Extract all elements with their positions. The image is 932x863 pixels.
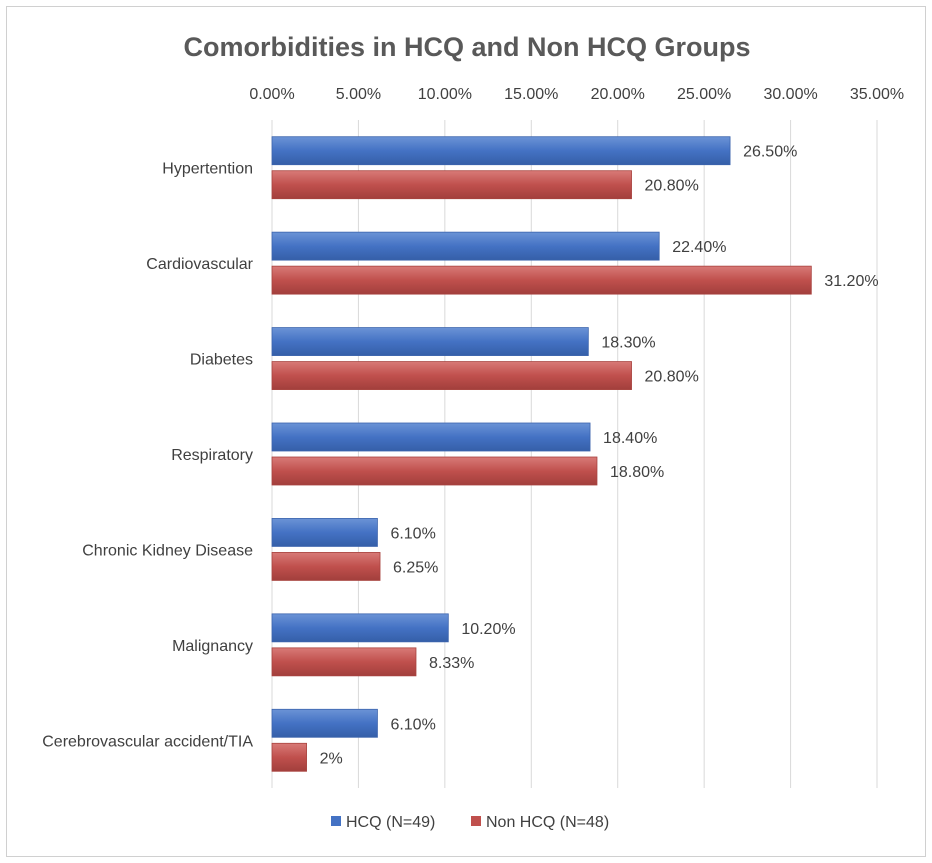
bar-hcq <box>271 613 449 643</box>
bar-hcq <box>271 136 731 166</box>
category-label: Cardiovascular <box>146 256 253 273</box>
legend-label-non-hcq: Non HCQ (N=48) <box>486 814 609 831</box>
category-labels: Hypertention Cardiovascular Diabetes Respir… <box>42 161 253 751</box>
data-label: 10.20% <box>461 621 515 638</box>
bar-hcq <box>271 518 378 547</box>
bars <box>271 136 812 772</box>
data-label: 26.50% <box>743 144 797 161</box>
chart-title: Comorbidities in HCQ and Non HCQ Groups <box>184 32 751 62</box>
bar-non-hcq <box>271 742 307 772</box>
bar-non-hcq <box>271 265 812 295</box>
data-label: 18.40% <box>603 430 657 447</box>
bar-non-hcq <box>271 552 381 581</box>
x-tick-label: 20.00% <box>591 86 645 103</box>
data-label: 2% <box>320 750 343 767</box>
gridlines <box>271 120 878 788</box>
x-tick-label: 25.00% <box>677 86 731 103</box>
x-tick-label: 35.00% <box>850 86 904 103</box>
data-label: 31.20% <box>824 273 878 290</box>
bar-hcq <box>271 422 591 452</box>
data-labels: 26.50% 20.80% 22.40% 31.20% 18.30% 20.80% 18.4… <box>320 144 879 768</box>
category-label: Hypertention <box>162 161 253 178</box>
x-tick-label: 10.00% <box>418 86 472 103</box>
bar-non-hcq <box>271 361 632 390</box>
legend: HCQ (N=49) Non HCQ (N=48) <box>331 814 609 831</box>
data-label: 8.33% <box>429 655 474 672</box>
category-label: Chronic Kidney Disease <box>82 542 253 559</box>
data-label: 6.10% <box>390 716 435 733</box>
bar-hcq <box>271 231 660 261</box>
data-label: 6.10% <box>390 525 435 542</box>
data-label: 22.40% <box>672 239 726 256</box>
x-tick-label: 0.00% <box>249 86 294 103</box>
legend-swatch-hcq <box>331 816 341 826</box>
legend-label-hcq: HCQ (N=49) <box>346 814 435 831</box>
bar-non-hcq <box>271 456 598 486</box>
data-label: 20.80% <box>645 178 699 195</box>
data-label: 6.25% <box>393 559 438 576</box>
x-tick-label: 30.00% <box>763 86 817 103</box>
data-label: 20.80% <box>645 369 699 386</box>
x-tick-label: 5.00% <box>336 86 381 103</box>
data-label: 18.30% <box>601 335 655 352</box>
data-label: 18.80% <box>610 464 664 481</box>
bar-hcq <box>271 708 378 738</box>
bar-hcq <box>271 327 589 356</box>
category-label: Respiratory <box>171 447 253 464</box>
bar-non-hcq <box>271 170 632 200</box>
category-label: Cerebrovascular accident/TIA <box>42 733 253 750</box>
chart-frame: Comorbidities in HCQ and Non HCQ Groups … <box>6 6 926 857</box>
category-label: Malignancy <box>172 638 253 655</box>
category-label: Diabetes <box>190 352 253 369</box>
legend-swatch-non-hcq <box>471 816 481 826</box>
x-tick-label: 15.00% <box>504 86 558 103</box>
bar-non-hcq <box>271 647 417 677</box>
chart-svg: Comorbidities in HCQ and Non HCQ Groups … <box>42 32 904 831</box>
x-axis-ticks: 0.00% 5.00% 10.00% 15.00% 20.00% 25.00% 30.00%… <box>249 86 904 103</box>
